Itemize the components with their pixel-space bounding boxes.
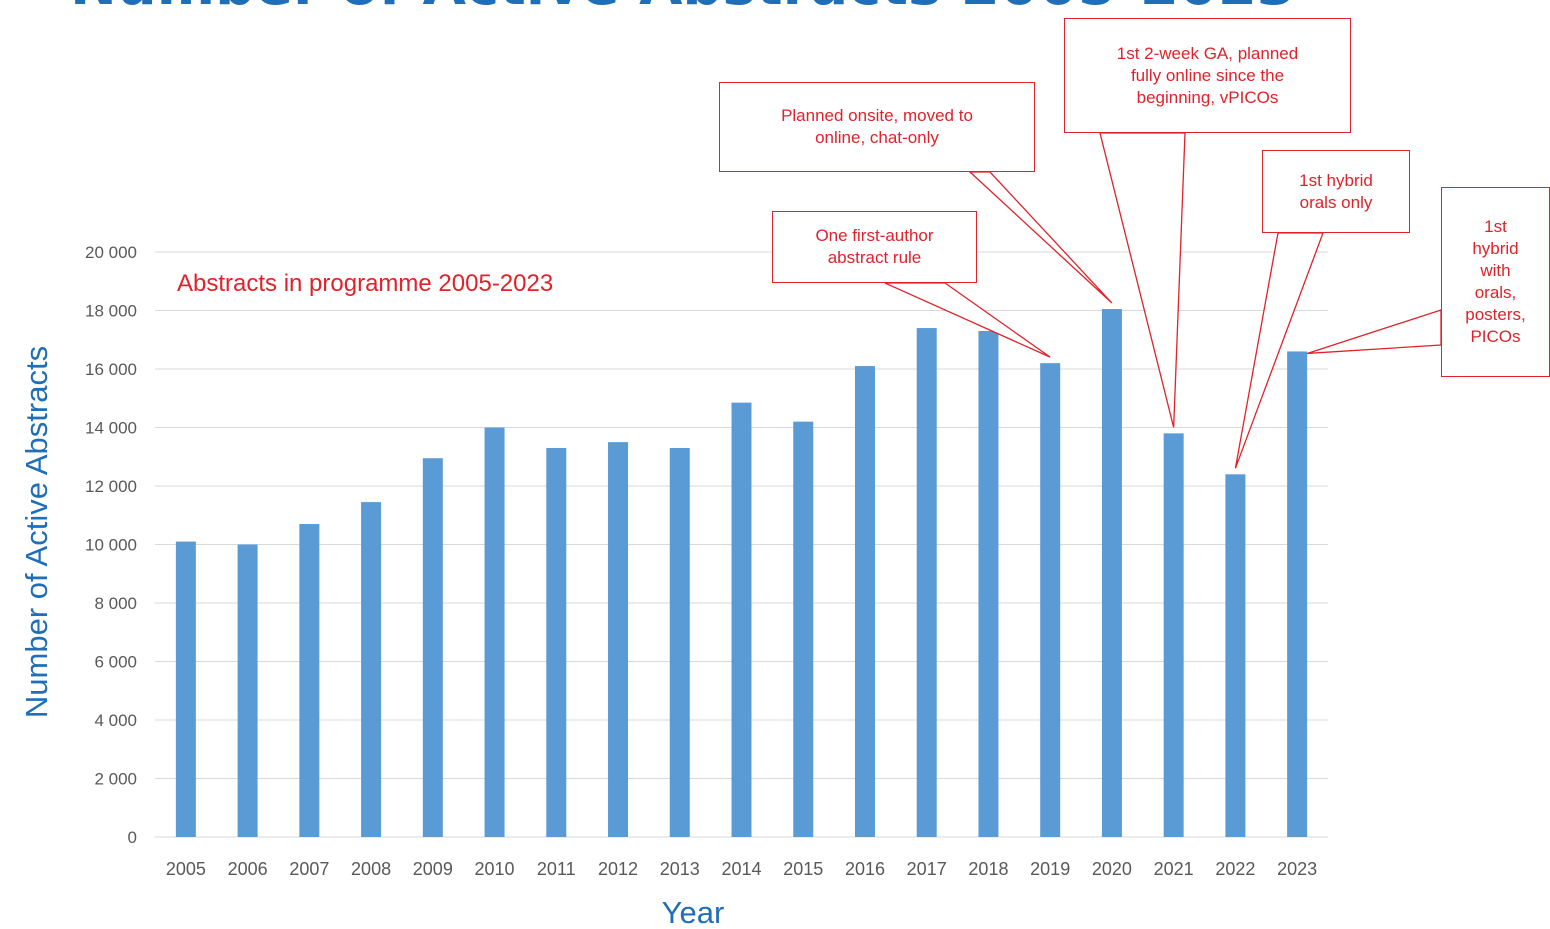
x-tick-label: 2008 — [351, 859, 391, 879]
bar-2006 — [237, 544, 258, 837]
annotation-pointer — [1234, 232, 1324, 469]
y-tick-label: 14 000 — [85, 419, 137, 438]
x-tick-label: 2020 — [1092, 859, 1132, 879]
annotation-2022-hybrid-orals: 1st hybrid orals only — [1262, 150, 1410, 233]
annotation-text: 1st hybrid with orals, posters, PICOs — [1465, 217, 1526, 346]
x-tick-label: 2017 — [907, 859, 947, 879]
x-tick-label: 2016 — [845, 859, 885, 879]
bar-2013 — [669, 447, 690, 837]
y-tick-label: 4 000 — [94, 711, 137, 730]
x-tick-label: 2018 — [968, 859, 1008, 879]
x-tick-label: 2007 — [289, 859, 329, 879]
y-tick-label: 8 000 — [94, 594, 137, 613]
x-tick-label: 2009 — [413, 859, 453, 879]
x-tick-label: 2011 — [537, 859, 576, 879]
bar-2015 — [793, 421, 814, 837]
annotation-2021-two-week-ga: 1st 2-week GA, planned fully online sinc… — [1064, 18, 1351, 133]
bar-2009 — [422, 458, 443, 837]
x-tick-label: 2013 — [660, 859, 700, 879]
x-axis-label: Year — [662, 895, 725, 929]
bar-2007 — [299, 524, 320, 837]
x-tick-label: 2005 — [166, 859, 206, 879]
annotation-pointer — [1306, 309, 1442, 355]
bar-2010 — [484, 427, 505, 837]
bar-2016 — [854, 366, 875, 837]
bar-2020 — [1101, 309, 1122, 838]
y-tick-label: 18 000 — [85, 302, 137, 321]
y-tick-label: 0 — [128, 828, 137, 847]
bar-2021 — [1163, 433, 1184, 837]
annotation-text: Planned onsite, moved to online, chat-on… — [781, 106, 973, 147]
x-tick-label: 2021 — [1154, 859, 1194, 879]
x-tick-label: 2006 — [228, 859, 268, 879]
x-tick-label: 2014 — [721, 859, 761, 879]
x-tick-label: 2023 — [1277, 859, 1317, 879]
annotation-text: 1st 2-week GA, planned fully online sinc… — [1116, 43, 1299, 107]
bar-2022 — [1225, 474, 1246, 837]
bar-2017 — [916, 328, 937, 837]
y-tick-label: 20 000 — [85, 243, 137, 262]
annotation-pointer — [1099, 132, 1186, 428]
bar-2012 — [608, 442, 629, 837]
x-tick-label: 2012 — [598, 859, 638, 879]
annotation-2020-online: Planned onsite, moved to online, chat-on… — [719, 82, 1035, 172]
slide-title: Number of Active Abstracts 2005-2023 — [70, 0, 1296, 14]
x-tick-label: 2010 — [475, 859, 515, 879]
annotation-pointer — [884, 282, 1051, 358]
y-tick-label: 2 000 — [94, 770, 137, 789]
y-axis-label: Number of Active Abstracts — [19, 346, 54, 718]
annotation-text: One first-author abstract rule — [815, 226, 934, 267]
annotation-2019-first-author-rule: One first-author abstract rule — [772, 211, 977, 283]
y-tick-label: 16 000 — [85, 360, 137, 379]
bar-2019 — [1040, 363, 1061, 837]
y-tick-label: 10 000 — [85, 536, 137, 555]
bar-2018 — [978, 330, 999, 837]
annotation-pointer — [968, 171, 1113, 304]
y-tick-label: 12 000 — [85, 477, 137, 496]
x-tick-label: 2019 — [1030, 859, 1070, 879]
bar-2008 — [361, 502, 382, 837]
annotation-text: 1st hybrid orals only — [1299, 170, 1373, 212]
chart-title: Abstracts in programme 2005-2023 — [177, 270, 553, 297]
bar-2005 — [175, 541, 196, 837]
bar-2023 — [1287, 351, 1308, 837]
bar-2014 — [731, 402, 752, 837]
x-tick-label: 2015 — [783, 859, 823, 879]
x-tick-label: 2022 — [1215, 859, 1255, 879]
bar-2011 — [546, 447, 567, 837]
annotation-2023-hybrid-full: 1st hybrid with orals, posters, PICOs — [1441, 187, 1550, 377]
y-tick-label: 6 000 — [94, 653, 137, 672]
